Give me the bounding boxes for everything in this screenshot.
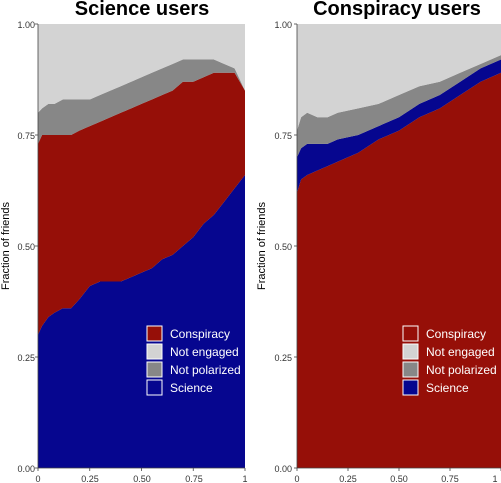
legend: Conspiracy Not engaged Not polarized Sci… — [146, 325, 241, 396]
panel-science-users: Science users Fraction of friends 0.00 0… — [0, 0, 248, 483]
legend-swatch-conspiracy — [402, 325, 419, 342]
y-axis-label: Fraction of friends — [256, 201, 268, 290]
y-tick-label: 0.25 — [17, 353, 35, 363]
y-tick-labels: 0.00 0.25 0.50 0.75 1.00 — [274, 20, 292, 474]
legend-swatch-not-polarized — [146, 361, 163, 378]
plot-area — [35, 23, 246, 471]
legend-label: Not engaged — [170, 345, 239, 359]
legend-swatch-conspiracy — [146, 325, 163, 342]
y-tick-label: 0.00 — [17, 464, 35, 474]
x-tick-label: 0.75 — [441, 474, 459, 483]
legend-label: Conspiracy — [170, 327, 230, 341]
panel-conspiracy-users: Conspiracy users Fraction of friends 0.0… — [256, 0, 501, 483]
y-tick-labels: 0.00 0.25 0.50 0.75 1.00 — [17, 20, 35, 474]
legend-swatch-not-polarized — [402, 361, 419, 378]
legend-swatch-science — [402, 379, 419, 396]
legend-label: Conspiracy — [426, 327, 486, 341]
legend-label: Not engaged — [426, 345, 495, 359]
area-not-polarized — [297, 55, 501, 158]
x-tick-label: 0.75 — [185, 474, 203, 483]
x-tick-label: 0.25 — [81, 474, 99, 483]
x-tick-label: 0 — [35, 474, 40, 483]
legend-label: Science — [426, 381, 469, 395]
y-tick-label: 0.00 — [274, 464, 292, 474]
y-tick-label: 0.75 — [17, 131, 35, 141]
x-tick-labels: 0 0.25 0.50 0.75 1 — [35, 474, 247, 483]
y-tick-label: 0.50 — [17, 242, 35, 252]
y-axis-label: Fraction of friends — [0, 201, 12, 290]
y-tick-label: 1.00 — [17, 20, 35, 30]
area-science — [38, 175, 245, 468]
legend-swatch-science — [146, 379, 163, 396]
y-tick-label: 0.25 — [274, 353, 292, 363]
legend-label: Science — [170, 381, 213, 395]
area-conspiracy — [297, 72, 501, 469]
chart-title: Conspiracy users — [313, 0, 481, 20]
legend-label: Not polarized — [426, 363, 497, 377]
legend: Conspiracy Not engaged Not polarized Sci… — [402, 325, 497, 396]
area-not-engaged — [38, 24, 245, 113]
area-science — [297, 59, 501, 193]
x-tick-label: 0 — [294, 474, 299, 483]
area-conspiracy — [38, 72, 245, 335]
y-tick-label: 0.50 — [274, 242, 292, 252]
x-tick-label: 1 — [242, 474, 247, 483]
area-not-engaged — [297, 24, 501, 131]
y-tick-label: 1.00 — [274, 20, 292, 30]
legend-swatch-not-engaged — [402, 343, 419, 360]
legend-swatch-not-engaged — [146, 343, 163, 360]
x-tick-labels: 0 0.25 0.50 0.75 1 — [294, 474, 497, 483]
x-tick-label: 0.50 — [390, 474, 408, 483]
x-tick-label: 0.25 — [339, 474, 357, 483]
x-tick-label: 0.50 — [133, 474, 151, 483]
y-tick-label: 0.75 — [274, 131, 292, 141]
legend-label: Not polarized — [170, 363, 241, 377]
plot-area — [294, 23, 501, 471]
x-tick-label: 1 — [492, 474, 497, 483]
area-not-polarized — [38, 59, 245, 144]
chart-title: Science users — [75, 0, 210, 20]
